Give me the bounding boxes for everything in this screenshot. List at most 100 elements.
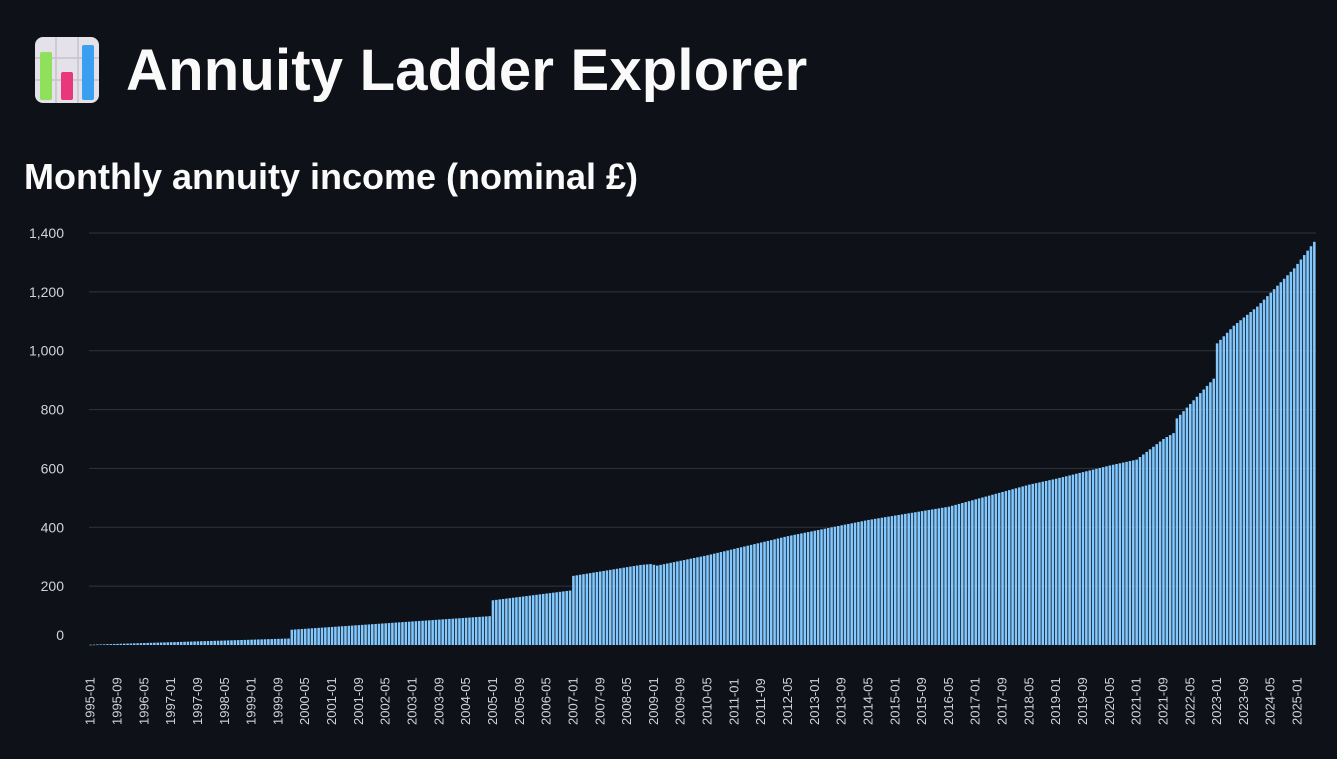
bar-2005-06 — [508, 598, 512, 645]
bar-2005-09 — [518, 596, 522, 645]
bar-2012-02 — [776, 538, 780, 645]
bar-2021-12 — [1172, 433, 1175, 645]
bar-2001-11 — [364, 624, 367, 645]
bar-2019-11 — [1088, 470, 1091, 645]
bar-2019-04 — [1064, 476, 1068, 645]
x-tick-label: 2020-05 — [1102, 677, 1117, 725]
bar-1997-06 — [186, 641, 190, 645]
x-tick-label: 2009-01 — [646, 677, 661, 725]
bar-2025-04 — [1306, 250, 1309, 645]
bar-2003-12 — [448, 618, 451, 645]
bar-2024-11 — [1289, 271, 1293, 645]
chart-title: Monthly annuity income (nominal £) — [24, 156, 639, 197]
bar-2000-10 — [320, 627, 324, 645]
bar-2015-02 — [897, 514, 900, 645]
bar-2021-05 — [1148, 449, 1152, 645]
bar-2001-10 — [360, 624, 364, 645]
bar-2011-02 — [736, 548, 739, 645]
bar-2021-06 — [1152, 446, 1155, 645]
x-tick-label: 2008-05 — [619, 677, 634, 725]
x-tick-label: 1996-05 — [136, 677, 151, 725]
bar-2014-04 — [863, 520, 867, 645]
x-tick-label: 1997-01 — [163, 677, 178, 725]
bar-2004-01 — [451, 618, 455, 645]
y-axis: 0 200 400 600 800 1,000 1,200 1,400 — [29, 225, 64, 643]
bar-2008-11 — [645, 564, 649, 645]
bar-2016-03 — [940, 507, 944, 645]
bar-1998-11 — [243, 639, 247, 645]
bar-1995-01 — [89, 644, 92, 646]
bar-2019-05 — [1068, 475, 1071, 645]
x-tick-label: 2022-05 — [1182, 677, 1197, 725]
bar-2000-05 — [303, 628, 307, 645]
bar-2012-04 — [783, 536, 786, 645]
bar-2020-12 — [1132, 460, 1135, 645]
page-header: Annuity Ladder Explorer — [34, 34, 807, 106]
bar-2000-06 — [307, 628, 310, 645]
bar-2007-09 — [598, 571, 602, 645]
bar-2017-06 — [991, 494, 994, 645]
bar-2024-01 — [1256, 306, 1259, 645]
bar-2009-11 — [686, 559, 689, 645]
bar-1998-07 — [230, 640, 233, 645]
bar-2021-08 — [1158, 441, 1162, 645]
bar-2021-03 — [1142, 454, 1145, 645]
bar-2018-11 — [1048, 480, 1051, 645]
bar-1995-05 — [102, 644, 106, 645]
bar-1998-12 — [246, 639, 250, 645]
bar-2003-06 — [428, 620, 431, 645]
bar-2012-08 — [796, 534, 800, 645]
bar-2010-08 — [716, 552, 719, 645]
bar-2022-09 — [1202, 389, 1205, 645]
bar-2018-02 — [1018, 487, 1021, 645]
bar-1996-04 — [139, 643, 143, 645]
bar-2000-02 — [293, 629, 297, 645]
bar-1999-03 — [257, 639, 260, 645]
bar-2007-02 — [575, 575, 579, 645]
bar-2021-04 — [1145, 451, 1148, 646]
bar-2010-03 — [699, 556, 703, 645]
y-tick-label: 400 — [41, 519, 65, 535]
bar-2009-09 — [679, 560, 682, 645]
bar-2007-07 — [592, 572, 595, 645]
bar-2002-11 — [404, 621, 408, 645]
bar-2023-12 — [1252, 309, 1256, 645]
bar-1997-10 — [200, 641, 203, 645]
bar-1998-05 — [223, 640, 227, 645]
bar-1996-07 — [149, 642, 153, 645]
bar-2000-01 — [290, 629, 294, 645]
bar-1995-06 — [106, 644, 109, 645]
bar-2000-03 — [297, 629, 300, 645]
bar-2009-05 — [666, 563, 669, 645]
bar-1998-06 — [226, 640, 230, 645]
bar-2004-07 — [471, 617, 475, 645]
bar-2006-02 — [535, 594, 538, 645]
bar-2006-06 — [548, 593, 552, 645]
bar-2002-12 — [407, 621, 411, 645]
bar-2003-03 — [417, 620, 421, 645]
bar-2019-08 — [1078, 472, 1081, 645]
bar-2001-02 — [334, 626, 337, 645]
bar-1997-09 — [196, 641, 200, 645]
bar-2018-09 — [1041, 481, 1045, 645]
x-tick-label: 2015-01 — [887, 677, 902, 725]
bar-2018-12 — [1051, 479, 1055, 645]
bar-2014-07 — [873, 518, 877, 645]
bar-1999-02 — [253, 639, 257, 645]
x-tick-label: 2002-05 — [378, 677, 393, 725]
bar-2002-01 — [371, 624, 374, 645]
x-tick-label: 2013-01 — [807, 677, 822, 725]
bar-2017-10 — [1004, 491, 1008, 645]
bar-2011-05 — [746, 545, 750, 645]
bar-2002-02 — [374, 623, 377, 645]
bar-2004-02 — [454, 618, 458, 645]
bar-2022-05 — [1189, 403, 1192, 645]
bar-2008-07 — [632, 566, 636, 645]
bar-2000-08 — [314, 628, 317, 645]
bar-2001-01 — [330, 626, 334, 645]
bar-2022-01 — [1175, 418, 1179, 645]
bar-2024-06 — [1272, 289, 1276, 645]
bar-2024-07 — [1276, 285, 1279, 645]
bar-2003-09 — [438, 619, 441, 645]
